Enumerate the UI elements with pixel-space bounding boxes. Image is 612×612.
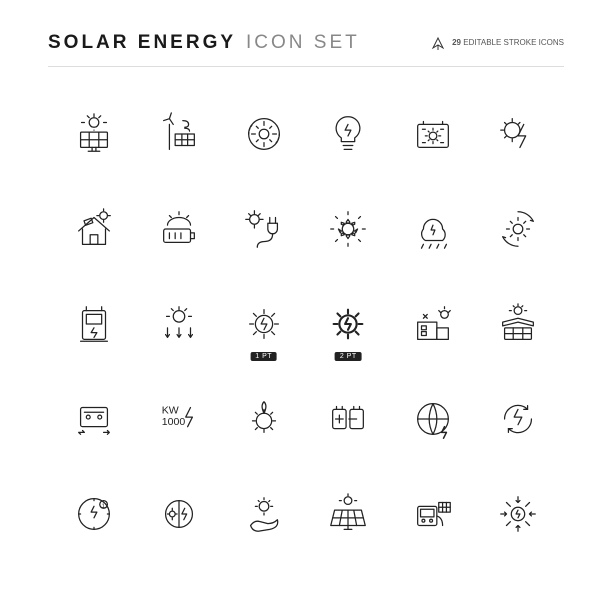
pen-nib-icon xyxy=(430,35,446,51)
icon-sun-cycle-target xyxy=(225,91,302,178)
icon-battery-box-sun xyxy=(395,91,472,178)
icon-battery-modules xyxy=(310,375,387,462)
badge: 29 EDITABLE STROKE ICONS xyxy=(430,35,564,51)
icon-sun-bolt xyxy=(479,91,556,178)
stroke-tag-1pt: 1 PT xyxy=(250,352,277,361)
icon-inverter-box xyxy=(56,375,133,462)
icon-energy-distribute xyxy=(479,470,556,557)
icon-solar-building xyxy=(395,281,472,368)
header: SOLAR ENERGY ICON SET 29 EDITABLE STROKE… xyxy=(0,0,612,66)
icon-solar-generator xyxy=(395,470,472,557)
icon-renewable-cycle xyxy=(479,186,556,273)
icon-battery-sun xyxy=(141,186,218,273)
icon-sun-bolt-thin: 1 PT xyxy=(225,281,302,368)
icon-grid: 1 PT 2 PT KW1000 1 xyxy=(0,75,612,585)
icon-sun-rays-down xyxy=(141,281,218,368)
icon-lightbulb-energy xyxy=(310,91,387,178)
icon-sun-gear xyxy=(310,186,387,273)
title-sub: ICON SET xyxy=(246,32,360,54)
icon-sun-split-power xyxy=(141,470,218,557)
icon-power-timer: 1 xyxy=(56,470,133,557)
icon-solar-house xyxy=(56,186,133,273)
icon-solar-panel-sun xyxy=(56,91,133,178)
title-main: SOLAR ENERGY xyxy=(48,32,236,54)
icon-bolt-refresh xyxy=(479,375,556,462)
kw-value: 1000 xyxy=(162,416,186,428)
icon-solar-plug xyxy=(225,186,302,273)
divider xyxy=(48,66,564,67)
icon-kw-1000: KW1000 xyxy=(141,375,218,462)
title-block: SOLAR ENERGY ICON SET xyxy=(48,32,360,54)
icon-solar-roof xyxy=(479,281,556,368)
icon-wind-solar-hybrid xyxy=(141,91,218,178)
icon-solar-panel-large xyxy=(310,470,387,557)
icon-weather-energy xyxy=(395,186,472,273)
kw-label: KW xyxy=(162,404,179,416)
icon-charging-station xyxy=(56,281,133,368)
svg-text:1: 1 xyxy=(102,503,105,509)
badge-text: 29 EDITABLE STROKE ICONS xyxy=(452,39,564,48)
stroke-tag-2pt: 2 PT xyxy=(335,352,362,361)
icon-eco-sun-leaf xyxy=(225,375,302,462)
icon-hand-sun xyxy=(225,470,302,557)
icon-sun-bolt-thick: 2 PT xyxy=(310,281,387,368)
icon-globe-power xyxy=(395,375,472,462)
